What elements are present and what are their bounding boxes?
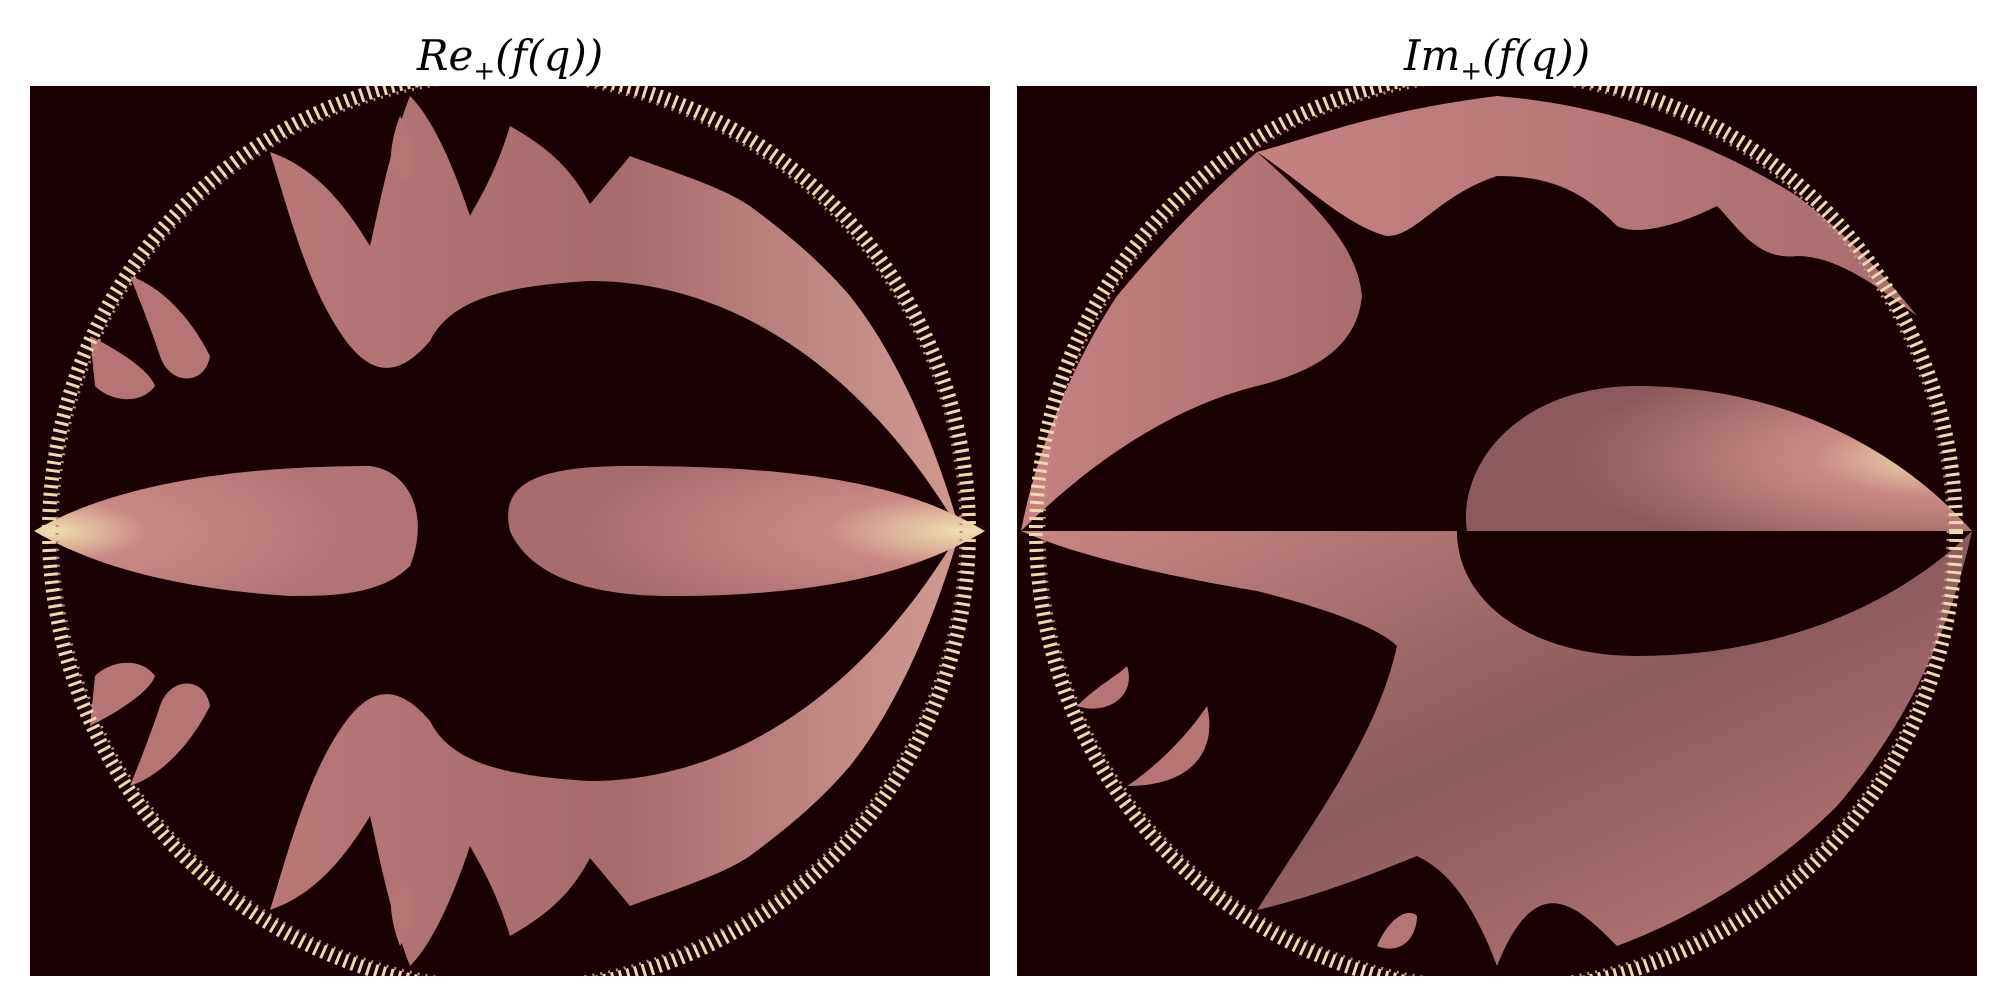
droplet: [90, 662, 155, 726]
title-rest: (f(q)): [1482, 31, 1591, 80]
droplet: [390, 116, 415, 181]
upper-right-lobe: [1465, 386, 1972, 531]
rim-ring-inner: [1042, 86, 1950, 976]
droplet: [390, 881, 415, 946]
panel-title-imag: Im+(f(q)): [1017, 28, 1977, 87]
title-main: Im: [1403, 31, 1461, 80]
rim-ring-inner: [55, 86, 963, 976]
plot-panel-imag: Im+(f(q)): [1017, 0, 1977, 1000]
real-part-fractal-image: [30, 86, 990, 976]
title-subscript: +: [473, 56, 496, 87]
droplet: [1077, 666, 1129, 709]
plot-panel-real: Re+(f(q)): [30, 0, 990, 1000]
droplet: [1377, 912, 1417, 949]
imag-part-fractal-image: [1017, 86, 1977, 976]
top-band: [1257, 96, 1917, 316]
upper-left-lobe: [1021, 152, 1362, 531]
right-inner-lobe: [508, 466, 985, 596]
lower-lobe: [270, 531, 960, 966]
lower-region: [1021, 531, 1972, 966]
droplet: [130, 276, 210, 379]
title-rest: (f(q)): [495, 31, 604, 80]
plot-area-real: [30, 86, 990, 976]
left-inner-lobe: [34, 466, 418, 596]
title-subscript: +: [1460, 56, 1483, 87]
upper-lobe: [270, 96, 960, 531]
droplet: [1127, 706, 1210, 786]
rim-ring: [1029, 86, 1963, 976]
droplet: [90, 336, 155, 400]
plot-area-imag: [1017, 86, 1977, 976]
title-main: Re: [416, 31, 474, 80]
panel-title-real: Re+(f(q)): [30, 28, 990, 87]
droplet: [130, 683, 210, 786]
rim-ring: [42, 86, 976, 976]
